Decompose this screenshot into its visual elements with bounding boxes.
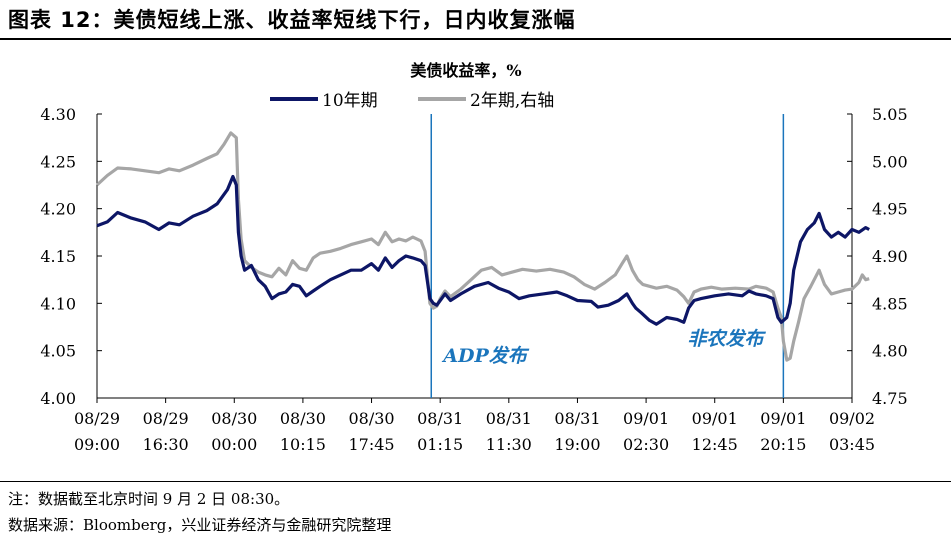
legend-label-2y: 2年期,右轴 <box>470 91 554 111</box>
chart-area: 美债收益率，% 10年期 2年期,右轴 4.00 4.05 4.10 4.15 4.20… <box>0 40 951 480</box>
series-line-10y <box>96 174 870 326</box>
x-tick-label-time: 12:45 <box>692 435 738 454</box>
title-rule <box>0 38 951 40</box>
figure-source: 数据来源：Bloomberg，兴业证券经济与金融研究院整理 <box>8 516 392 534</box>
y-right-tick-label: 4.80 <box>872 342 908 361</box>
x-tick-label-time: 03:45 <box>829 435 875 454</box>
series-line-2y <box>95 131 870 362</box>
y-right-tick-label: 4.95 <box>872 200 908 219</box>
event-lines <box>430 114 785 398</box>
y-right-tick-label: 4.75 <box>872 389 908 408</box>
x-tick-label-date: 08/30 <box>211 409 257 428</box>
x-tick-label-time: 09:00 <box>74 435 120 454</box>
event-annotation: ADP发布 <box>441 345 530 367</box>
x-tick-label-date: 09/02 <box>829 409 875 428</box>
x-tick-label-time: 02:30 <box>623 435 669 454</box>
chart-legend: 10年期 2年期,右轴 <box>270 91 554 111</box>
x-tick-label-date: 08/31 <box>554 409 600 428</box>
x-tick-label-date: 08/29 <box>74 409 120 428</box>
y-left-tick-label: 4.20 <box>40 200 76 219</box>
x-tick-label-time: 01:15 <box>417 435 463 454</box>
x-tick-label-date: 08/29 <box>143 409 189 428</box>
x-tick-label-time: 16:30 <box>143 435 189 454</box>
y-left-tick-label: 4.10 <box>40 294 76 313</box>
x-tick-label-time: 17:45 <box>348 435 394 454</box>
chart-title: 美债收益率，% <box>410 61 521 80</box>
x-tick-label-date: 08/31 <box>417 409 463 428</box>
footer-rule <box>0 481 951 482</box>
event-annotation: 非农发布 <box>687 328 766 350</box>
event-annotations: ADP发布 非农发布 <box>441 328 766 367</box>
chart-series <box>95 131 870 362</box>
y-left-tick-label: 4.15 <box>40 247 76 266</box>
y-right-tick-label: 5.00 <box>872 152 908 171</box>
legend-label-10y: 10年期 <box>322 91 378 111</box>
y-left-tick-label: 4.30 <box>40 105 76 124</box>
y-left-tick-label: 4.25 <box>40 152 76 171</box>
y-right-tick-label: 5.05 <box>872 105 908 124</box>
chart-axes: 4.00 4.05 4.10 4.15 4.20 4.25 4.30 4.75 4.80 4.85… <box>40 105 907 454</box>
y-right-tick-label: 4.85 <box>872 294 908 313</box>
x-tick-label-date: 08/31 <box>486 409 532 428</box>
x-tick-label-time: 00:00 <box>211 435 257 454</box>
x-tick-label-date: 09/01 <box>623 409 669 428</box>
x-tick-label-time: 20:15 <box>760 435 806 454</box>
yield-chart: 美债收益率，% 10年期 2年期,右轴 4.00 4.05 4.10 4.15 4.20… <box>40 61 907 454</box>
x-tick-label-time: 10:15 <box>280 435 326 454</box>
x-tick-label-date: 09/01 <box>692 409 738 428</box>
y-left-tick-label: 4.05 <box>40 342 76 361</box>
x-tick-label-time: 19:00 <box>554 435 600 454</box>
figure-note: 注：数据截至北京时间 9 月 2 日 08:30。 <box>8 490 290 508</box>
x-tick-label-date: 09/01 <box>760 409 806 428</box>
y-right-tick-label: 4.90 <box>872 247 908 266</box>
y-left-tick-label: 4.00 <box>40 389 76 408</box>
x-tick-label-time: 11:30 <box>486 435 532 454</box>
x-tick-label-date: 08/30 <box>348 409 394 428</box>
figure-title: 图表 12：美债短线上涨、收益率短线下行，日内收复涨幅 <box>8 8 576 32</box>
x-tick-label-date: 08/30 <box>280 409 326 428</box>
